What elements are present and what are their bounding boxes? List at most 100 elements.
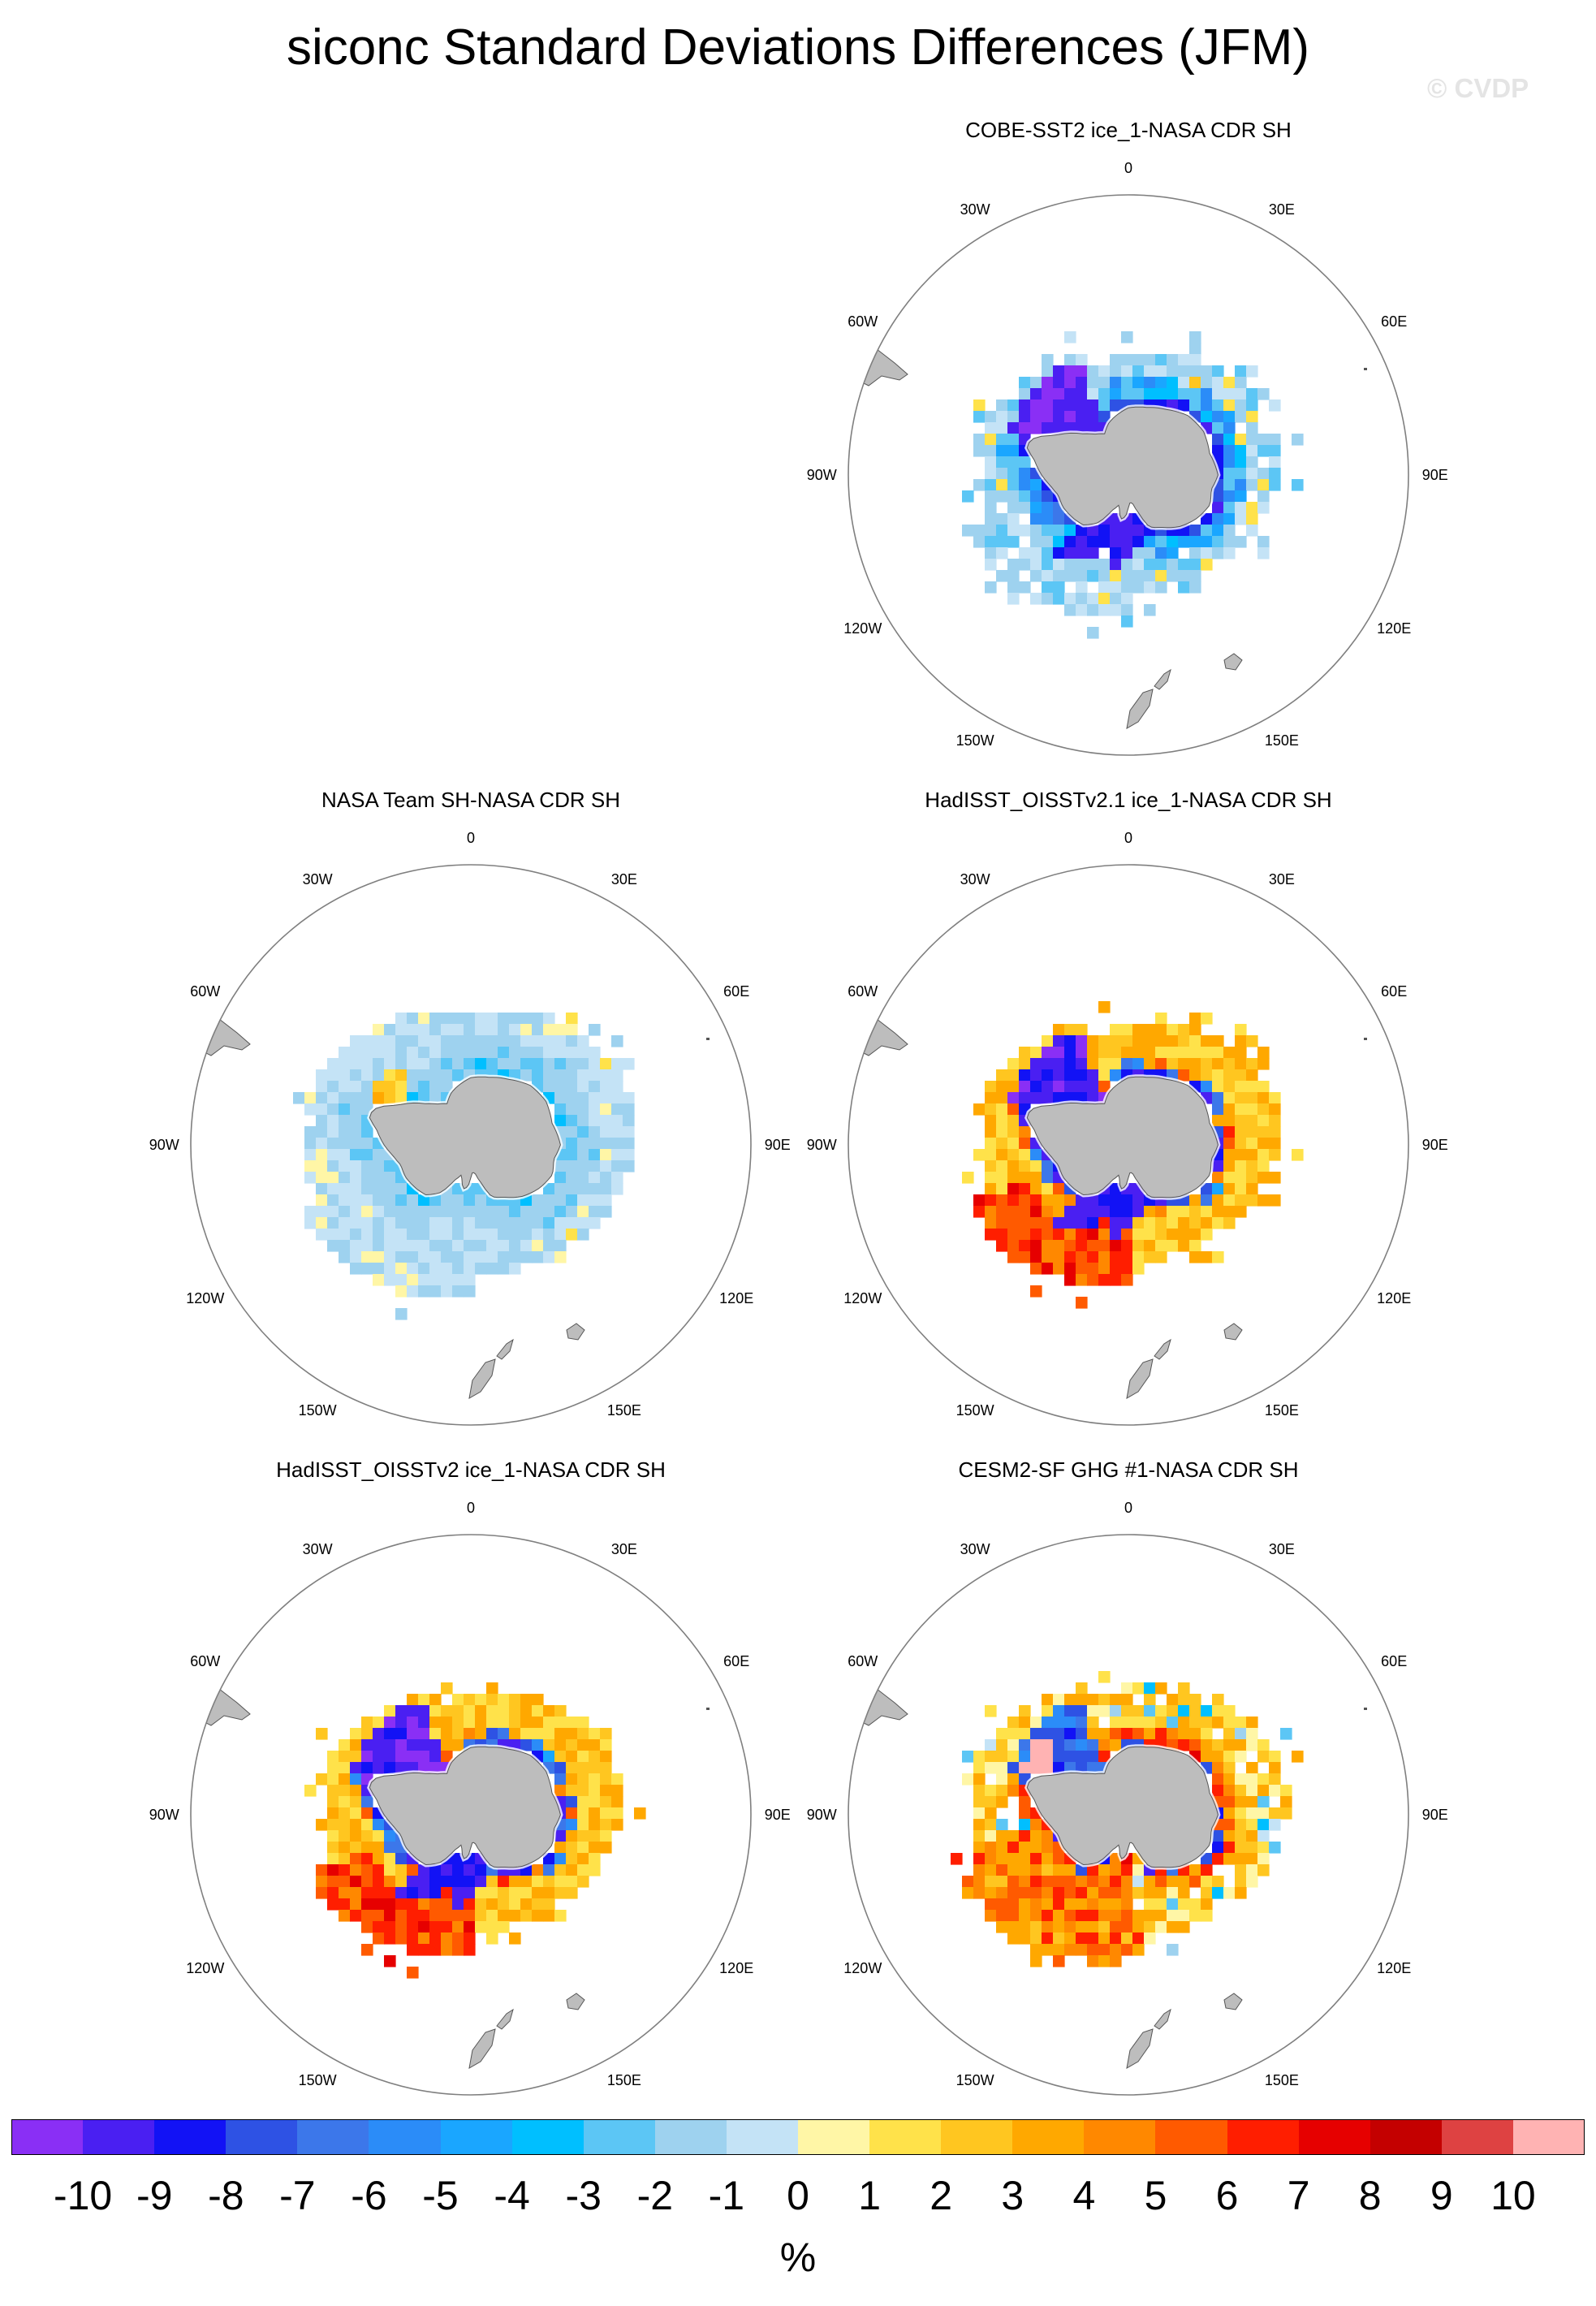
ice-cell	[339, 1785, 351, 1797]
longitude-label: 150E	[607, 2072, 641, 2088]
ice-cell	[486, 1217, 498, 1229]
ice-cell	[452, 1047, 464, 1059]
ice-cell	[985, 445, 997, 457]
ice-cell	[1110, 604, 1122, 616]
ice-cell	[1235, 1773, 1247, 1786]
ice-cell	[384, 1035, 396, 1047]
ice-cell	[464, 1024, 476, 1036]
ice-cell	[418, 1898, 430, 1911]
ice-cell	[1235, 1887, 1247, 1899]
ice-cell	[486, 1705, 498, 1717]
ice-cell	[1042, 593, 1054, 605]
ice-cell	[441, 1910, 453, 1922]
ice-cell	[373, 1921, 385, 1933]
ice-cell	[327, 1115, 339, 1127]
ice-cell	[1246, 525, 1258, 537]
ice-cell	[1235, 365, 1247, 378]
colorbar-swatch	[1012, 2119, 1085, 2155]
ice-cell	[1121, 570, 1133, 582]
ice-cell	[486, 1024, 498, 1036]
ice-cell	[339, 1069, 351, 1082]
ice-cell	[1110, 1194, 1122, 1207]
ice-cell	[554, 1853, 567, 1865]
ice-cell	[1132, 1024, 1145, 1036]
ice-cell	[532, 1047, 544, 1059]
ice-cell	[441, 1081, 453, 1093]
ice-cell	[429, 1887, 442, 1899]
ice-cell	[985, 1103, 997, 1116]
ice-cell	[350, 1160, 362, 1172]
ice-cell	[566, 1172, 578, 1184]
ice-cell	[554, 1728, 567, 1740]
ice-cell	[1246, 445, 1258, 457]
ice-cell	[1019, 490, 1031, 503]
ice-cell	[1212, 1206, 1224, 1218]
ice-cell	[1064, 1035, 1076, 1047]
ice-cell	[384, 1160, 396, 1172]
ice-cell	[1110, 388, 1122, 400]
ice-cell	[1087, 1751, 1099, 1763]
ice-cell	[566, 1183, 578, 1195]
ice-cell	[1212, 1081, 1224, 1093]
ice-cell	[1098, 604, 1111, 616]
ice-cell	[1098, 1240, 1111, 1252]
ice-cell	[452, 1229, 464, 1241]
ice-cell	[509, 1705, 521, 1717]
ice-cell	[1178, 1921, 1190, 1933]
ice-cell	[1155, 1035, 1167, 1047]
ice-cell	[361, 1047, 373, 1059]
ice-cell	[996, 1229, 1008, 1241]
ice-cell	[1144, 1229, 1156, 1241]
ice-cell	[1167, 1705, 1179, 1717]
ice-cell	[1189, 1047, 1201, 1059]
ice-cell	[611, 1149, 623, 1161]
ice-cell	[996, 490, 1008, 503]
ice-cell	[1121, 1717, 1133, 1729]
ice-cell	[373, 1717, 385, 1729]
ice-cell	[1098, 1206, 1111, 1218]
longitude-label: 120E	[1377, 1290, 1411, 1306]
ice-cell	[418, 1013, 430, 1025]
ice-cell	[350, 1739, 362, 1751]
ice-cell	[1053, 1955, 1065, 1967]
ice-cell	[566, 1081, 578, 1093]
ice-cell	[1155, 1705, 1167, 1717]
ice-cell	[1087, 1035, 1099, 1047]
ice-cell	[339, 1773, 351, 1786]
ice-cell	[520, 1013, 533, 1025]
ice-cell	[520, 1058, 533, 1070]
ice-cell	[1121, 1887, 1133, 1899]
ice-cell	[1257, 1126, 1270, 1138]
ice-cell	[464, 1944, 476, 1956]
ice-cell	[543, 1910, 555, 1922]
ice-cell	[554, 1172, 567, 1184]
ice-cell	[554, 1876, 567, 1888]
ice-cell	[1223, 1058, 1236, 1070]
ice-cell	[1167, 1898, 1179, 1911]
ice-cell	[475, 1013, 487, 1025]
ice-cell	[1144, 1251, 1156, 1263]
ice-cell	[407, 1876, 419, 1888]
ice-cell	[1007, 456, 1020, 469]
longitude-label: 150E	[1265, 2072, 1299, 2088]
ice-cell	[1246, 1149, 1258, 1161]
ice-cell	[973, 1819, 986, 1831]
ice-cell	[996, 1240, 1008, 1252]
ice-cell	[350, 1172, 362, 1184]
ice-cell	[1246, 365, 1258, 378]
ice-cell	[623, 1115, 635, 1127]
ice-cell	[1042, 1910, 1054, 1922]
ice-cell	[973, 1149, 986, 1161]
ice-cell	[1076, 1682, 1088, 1695]
ice-cell	[1121, 604, 1133, 616]
ice-cell	[429, 1910, 442, 1922]
ice-cell	[407, 1035, 419, 1047]
ice-cell	[1019, 411, 1031, 423]
ice-cell	[554, 1103, 567, 1116]
ice-cell	[1178, 1217, 1190, 1229]
ice-cell	[441, 1274, 453, 1286]
ice-cell	[985, 1149, 997, 1161]
ice-cell	[1189, 1728, 1201, 1740]
ice-cell	[532, 1013, 544, 1025]
ice-cell	[1053, 1229, 1065, 1241]
